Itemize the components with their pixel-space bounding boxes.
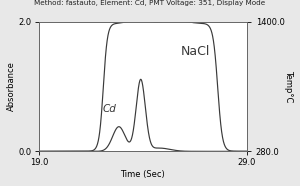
Text: Method: fastauto, Element: Cd, PMT Voltage: 351, Display Mode: Method: fastauto, Element: Cd, PMT Volta… xyxy=(34,0,266,6)
Y-axis label: Temp°C: Temp°C xyxy=(284,70,293,103)
X-axis label: Time (Sec): Time (Sec) xyxy=(120,170,165,179)
Text: Cd: Cd xyxy=(102,104,116,114)
Text: NaCl: NaCl xyxy=(180,45,210,58)
Y-axis label: Absorbance: Absorbance xyxy=(7,62,16,111)
